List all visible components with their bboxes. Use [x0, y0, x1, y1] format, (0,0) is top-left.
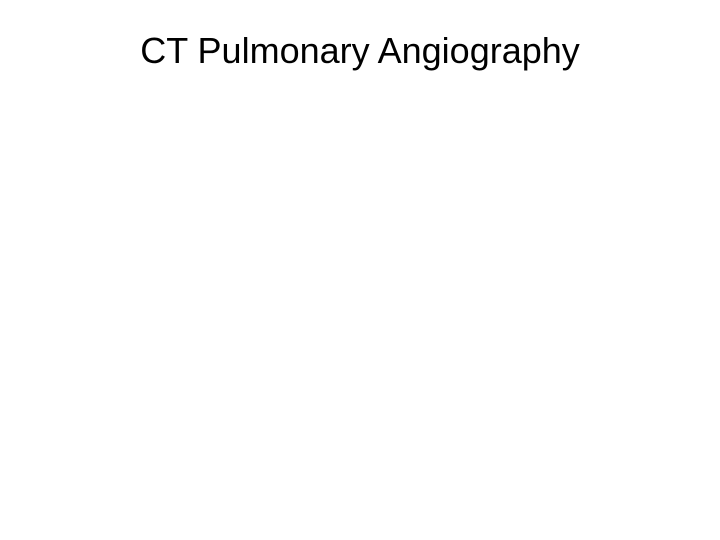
slide-title: CT Pulmonary Angiography — [0, 30, 720, 72]
